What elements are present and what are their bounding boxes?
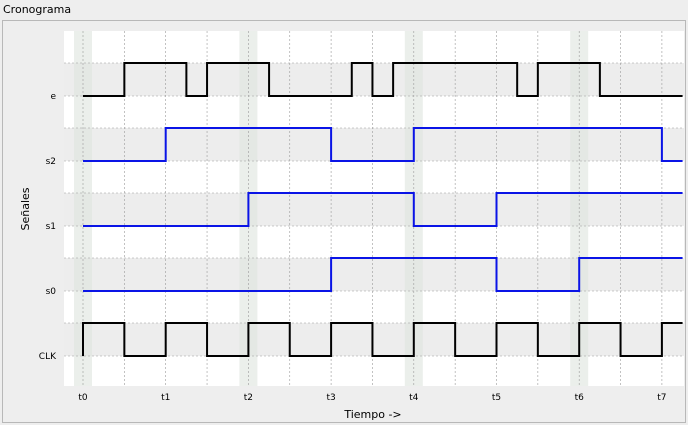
chart-panel (2, 20, 686, 423)
signal-trace-clk (82, 322, 683, 357)
signal-label-s1: s1 (46, 222, 56, 232)
signal-label-s0: s0 (46, 287, 57, 297)
x-tick-label: t2 (244, 393, 253, 403)
signal-trace-s1 (83, 192, 683, 227)
row-band (64, 193, 684, 226)
x-tick-label: t1 (161, 393, 170, 403)
signal-label-clk: CLK (39, 352, 57, 362)
signal-label-s2: s2 (46, 157, 56, 167)
x-tick-label: t6 (575, 393, 585, 403)
signal-trace-s0 (83, 257, 683, 292)
signal-trace-s2 (83, 127, 683, 162)
row-band (64, 258, 684, 291)
y-axis-label: Señales (19, 187, 32, 230)
x-axis-label: Tiempo -> (343, 408, 401, 421)
x-tick-label: t5 (492, 393, 501, 403)
signal-trace-e (83, 62, 683, 97)
signal-label-e: e (50, 92, 56, 102)
x-tick-label: t3 (326, 393, 335, 403)
row-band (64, 323, 684, 356)
x-tick-label: t7 (657, 393, 666, 403)
row-band (64, 63, 684, 96)
window-title: Cronograma (3, 3, 72, 16)
x-tick-label: t4 (409, 393, 419, 403)
x-tick-label: t0 (78, 393, 88, 403)
row-band (64, 128, 684, 161)
